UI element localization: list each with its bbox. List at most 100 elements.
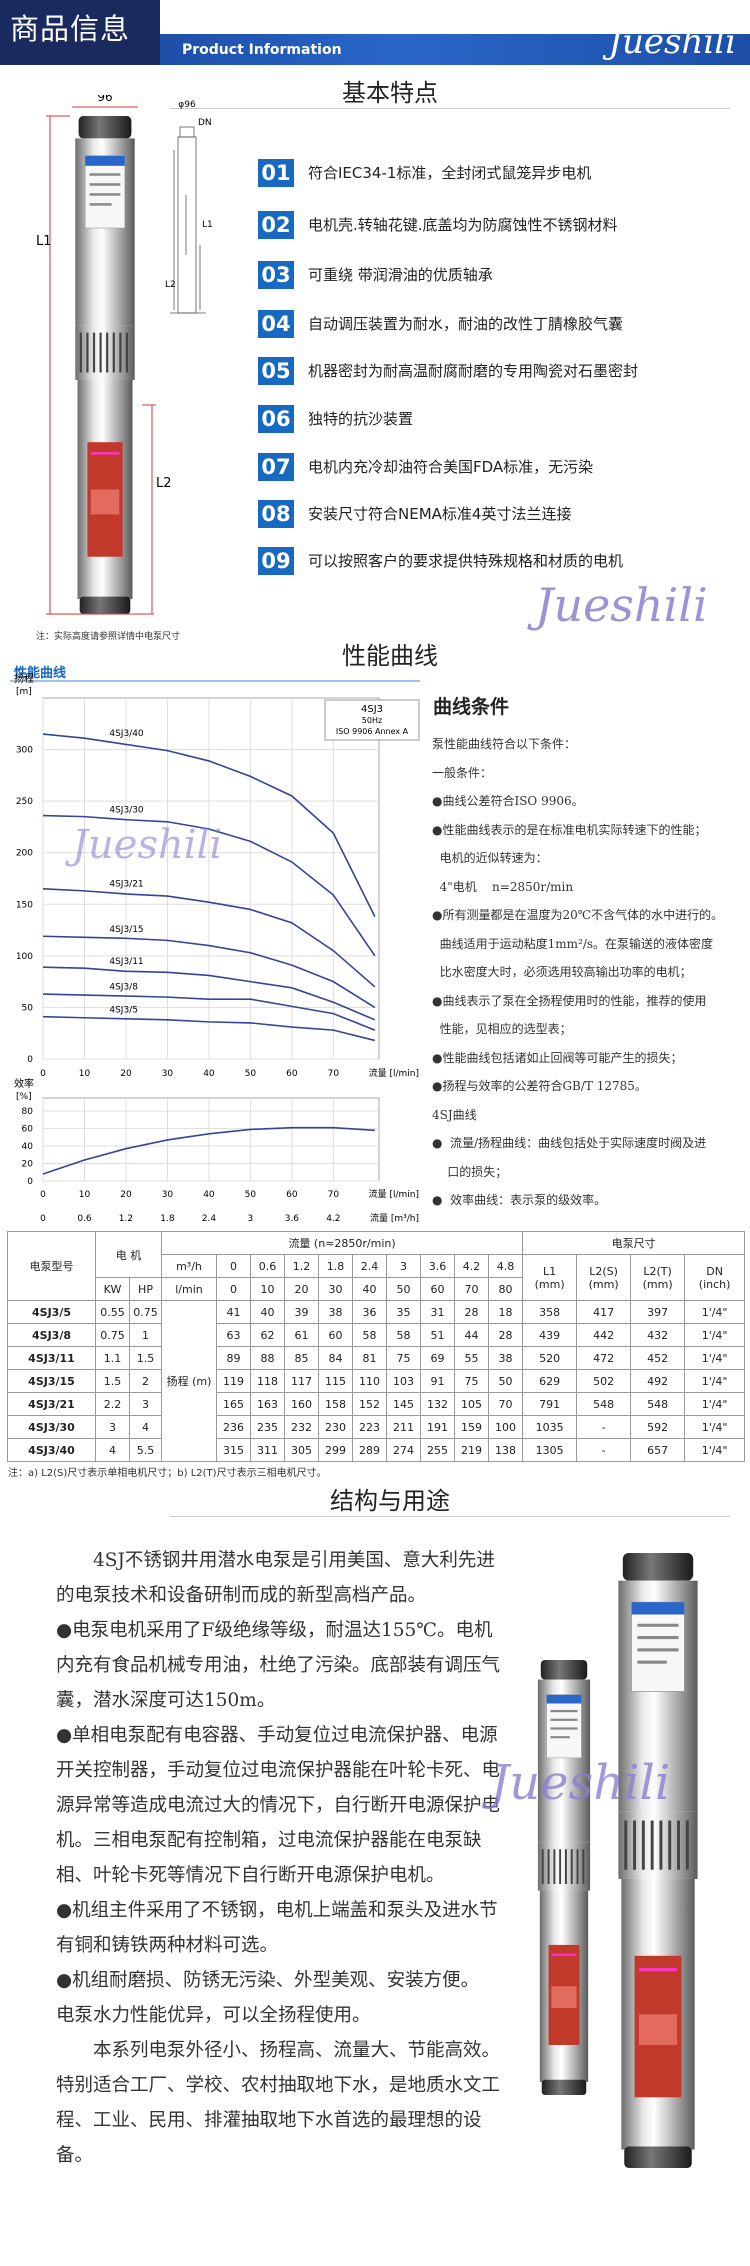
header-text: L1	[543, 1264, 557, 1278]
cell: 1.5	[129, 1346, 162, 1370]
model-cell: 4SJ3/11	[7, 1346, 96, 1370]
badge: 03	[258, 261, 294, 289]
y-tick-label: 40	[22, 1142, 34, 1152]
cell: 439	[522, 1323, 578, 1347]
curve-label: 4SJ3/15	[109, 925, 143, 935]
y-tick-label: 0	[27, 1177, 33, 1187]
y-tick-label: 300	[16, 746, 33, 756]
cell: 132	[420, 1392, 455, 1416]
feature-text: 自动调压装置为耐水，耐油的改性丁腈橡胶气囊	[308, 315, 624, 333]
table-header: 电泵尺寸	[522, 1231, 746, 1255]
cell: 274	[386, 1438, 421, 1462]
table-header: 0.6	[250, 1254, 285, 1278]
cell: 358	[522, 1300, 578, 1324]
feature-text: 电机壳.转轴花键.底盖均为防腐蚀性不锈钢材料	[308, 216, 618, 234]
cell: 115	[318, 1369, 353, 1393]
cell: 5.5	[129, 1438, 162, 1462]
x-tick-label: 30	[162, 1069, 174, 1079]
cell: 0.75	[129, 1300, 162, 1324]
condition-line: 曲线适用于运动粘度1mm²/s。在泵输送的液体密度	[432, 936, 714, 951]
cell: 657	[630, 1438, 686, 1462]
condition-line: 比水密度大时，必须选用较高输出功率的电机；	[432, 965, 692, 979]
cell: 1.1	[95, 1346, 130, 1370]
feature-text: 独特的抗沙装置	[308, 410, 414, 428]
table-header: 1.8	[318, 1254, 353, 1278]
table-header: 4.8	[487, 1254, 524, 1278]
condition-line: ●扬程与效率的公差符合GB/T 12785。	[432, 1079, 647, 1093]
table-header: 电 机	[95, 1231, 162, 1278]
cell: 1'/4"	[684, 1415, 746, 1439]
x-tick-label: 0	[40, 1069, 46, 1079]
table-header: 20	[284, 1277, 319, 1301]
table-header: 50	[386, 1277, 421, 1301]
head-curve	[42, 935, 376, 1009]
x2-tick-label: 1.2	[119, 1214, 133, 1224]
condition-line: ●曲线公差符合ISO 9906。	[432, 794, 584, 808]
feature-text: 符合IEC34-1标准，全封闭式鼠笼异步电机	[308, 164, 592, 182]
cell: 70	[487, 1392, 524, 1416]
y-tick-label: 150	[16, 900, 33, 910]
header-brand: Jueshili	[608, 22, 736, 62]
dim-label: L1	[36, 234, 52, 249]
x2-tick-label: 4.2	[326, 1214, 340, 1224]
header-text: DN	[706, 1264, 723, 1278]
cell: 592	[630, 1415, 686, 1439]
cell: 63	[216, 1323, 251, 1347]
paragraph: ●机组主件采用了不锈钢，电机上端盖和泵头及进水节有铜和铸铁两种材料可选。	[56, 1900, 498, 1956]
cell: 39	[284, 1300, 319, 1324]
table-row: 4SJ3/11 1.1 1.5 89 88 85 84 81 75 69 55 38 520 472 452…	[7, 1346, 746, 1370]
table-row: 4SJ3/15 1.5 2 119 118 117 115 110 103 91 75 50 629 50…	[7, 1369, 746, 1393]
cell: 472	[576, 1346, 632, 1370]
table-header: 4.2	[454, 1254, 489, 1278]
table-header: 30	[318, 1277, 353, 1301]
badge: 07	[258, 453, 294, 481]
table-header: L1 (mm)	[522, 1254, 578, 1301]
y-tick-label: 20	[22, 1160, 34, 1170]
table-header: KW	[95, 1277, 130, 1301]
section-title: 基本特点	[342, 79, 438, 107]
cell: 28	[454, 1300, 489, 1324]
section-title: 性能曲线	[342, 642, 438, 670]
y-tick-label: 80	[22, 1107, 34, 1117]
legend-text: 4SJ3	[361, 704, 383, 715]
dimension-drawing: 96 L1 L2 φ96 DN L1 L2	[36, 95, 213, 615]
table-header: 流量 (n≈2850r/min)	[160, 1231, 524, 1255]
cell: 2	[129, 1369, 162, 1393]
cell: 1'/4"	[684, 1323, 746, 1347]
cell: 289	[352, 1438, 387, 1462]
table-header: HP	[129, 1277, 162, 1301]
x-tick-label: 10	[79, 1069, 91, 1079]
section-title: 结构与用途	[330, 1487, 450, 1515]
x-tick-label: 60	[286, 1069, 298, 1079]
cell: 84	[318, 1346, 353, 1370]
header-unit: (mm)	[534, 1277, 565, 1291]
table-header: 电泵型号	[7, 1231, 96, 1301]
cell: 85	[284, 1346, 319, 1370]
model-cell: 4SJ3/40	[7, 1438, 96, 1462]
y-tick-label: 50	[22, 1003, 34, 1013]
x-tick-label: 30	[162, 1190, 174, 1200]
x2-tick-label: 3	[248, 1214, 254, 1224]
badge: 01	[258, 159, 294, 187]
table-header: 2.4	[352, 1254, 387, 1278]
cell: 255	[420, 1438, 455, 1462]
cell: 3	[95, 1415, 130, 1439]
y-tick-label: 250	[16, 797, 33, 807]
condition-line: 电机的近似转速为：	[432, 851, 548, 865]
cell: 75	[386, 1346, 421, 1370]
cell: 629	[522, 1369, 578, 1393]
cell: 38	[318, 1300, 353, 1324]
cell: 100	[487, 1415, 524, 1439]
x2-tick-label: 3.6	[285, 1214, 300, 1224]
cell: 305	[284, 1438, 319, 1462]
cell: 152	[352, 1392, 387, 1416]
efficiency-curve	[42, 1126, 375, 1175]
pump-image	[616, 1553, 700, 2168]
cell: 119	[216, 1369, 251, 1393]
curve-label: 4SJ3/11	[109, 957, 143, 967]
x-tick-label: 40	[203, 1069, 215, 1079]
feature-text: 可以按照客户的要求提供特殊规格和材质的电机	[308, 552, 624, 570]
head-curve	[42, 1015, 376, 1042]
watermark: Jueshili	[535, 578, 708, 632]
cell: 432	[630, 1323, 686, 1347]
